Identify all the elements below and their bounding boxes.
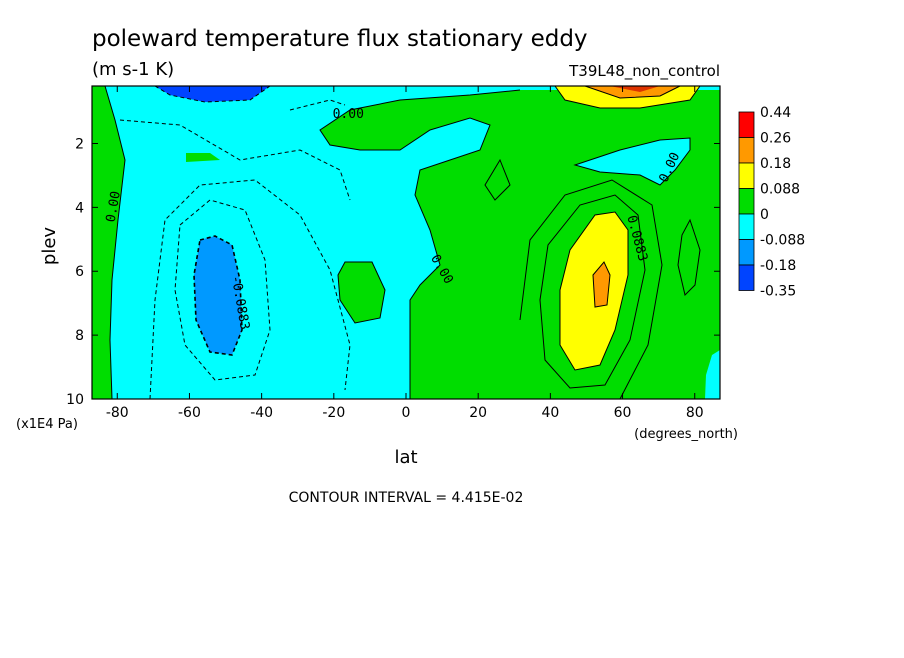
upper-jet-orange — [585, 86, 680, 98]
contour-label: 0.00 — [104, 190, 124, 223]
legend-label: -0.088 — [760, 233, 805, 249]
legend-swatch — [738, 239, 755, 266]
y-axis-label: plev — [39, 227, 60, 266]
negative-contours — [119, 85, 351, 400]
x-tick-label: 80 — [686, 405, 704, 421]
y-axis: 2 4 6 8 10 — [66, 136, 720, 408]
negative-core-south — [194, 236, 242, 355]
y-tick-label: 2 — [75, 136, 84, 152]
legend-label: -0.35 — [760, 284, 796, 300]
plot-area — [91, 85, 721, 400]
run-label: T39L48_non_control — [568, 62, 720, 81]
y-tick-label: 10 — [66, 392, 84, 408]
legend-label: 0.18 — [760, 156, 791, 172]
y-tick-label: 8 — [75, 328, 84, 344]
legend-label: -0.18 — [760, 258, 796, 274]
color-legend: 0.44 0.26 0.18 0.088 0 -0.088 -0.18 -0.35 — [738, 105, 805, 300]
y-tick-label: 6 — [75, 264, 84, 280]
positive-region-west — [92, 86, 125, 399]
positive-blob — [186, 153, 220, 162]
legend-label: 0.26 — [760, 131, 791, 147]
x-tick-label: 20 — [469, 405, 487, 421]
legend-label: 0.44 — [760, 105, 791, 121]
upper-blue-south — [155, 86, 270, 102]
legend-label: 0 — [760, 207, 769, 223]
chart-title: poleward temperature flux stationary edd… — [92, 26, 588, 52]
negative-corner-se — [705, 350, 720, 399]
positive-core-orange — [593, 262, 610, 307]
contour-interval-note: CONTOUR INTERVAL = 4.415E-02 — [289, 490, 524, 506]
contour-label: 0.00 — [333, 107, 364, 122]
negative-island-ne — [575, 138, 690, 185]
y-axis-units: (x1E4 Pa) — [16, 417, 78, 432]
x-tick-label: -60 — [178, 405, 201, 421]
positive-island-mid — [338, 262, 385, 323]
x-axis-label: lat — [394, 447, 417, 468]
x-tick-label: -20 — [322, 405, 345, 421]
x-tick-label: 60 — [614, 405, 632, 421]
x-axis: -80 -60 -40 -20 0 20 40 60 80 — [106, 86, 704, 421]
x-tick-label: -80 — [106, 405, 129, 421]
x-tick-label: 0 — [402, 405, 411, 421]
legend-swatch — [738, 162, 755, 189]
y-tick-label: 4 — [75, 200, 84, 216]
units-label: (m s-1 K) — [92, 59, 174, 80]
x-tick-label: -40 — [250, 405, 273, 421]
legend-swatch — [738, 264, 755, 291]
contour-lines — [104, 85, 701, 400]
legend-label: 0.088 — [760, 182, 800, 198]
legend-swatch — [738, 137, 755, 164]
legend-swatch — [738, 188, 755, 215]
legend-swatch — [738, 111, 755, 138]
x-tick-label: 40 — [541, 405, 559, 421]
legend-swatch — [738, 213, 755, 240]
x-axis-units: (degrees_north) — [634, 427, 738, 442]
